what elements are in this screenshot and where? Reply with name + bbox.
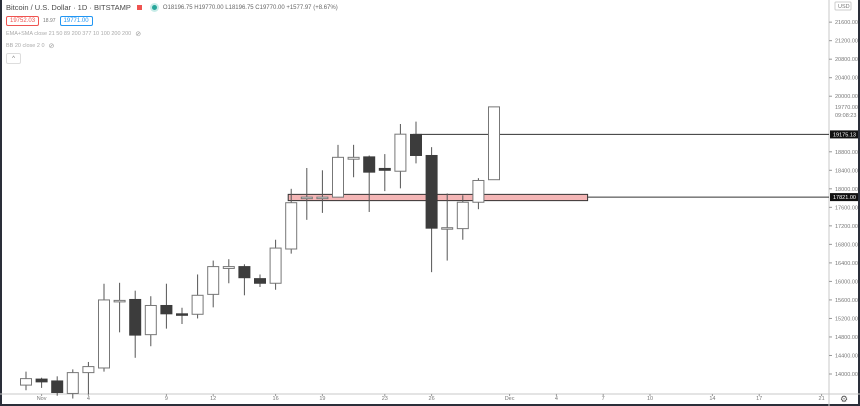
candle[interactable]	[378, 167, 391, 171]
candle[interactable]	[394, 133, 407, 172]
candle[interactable]	[176, 313, 188, 316]
candle[interactable]	[332, 156, 344, 198]
price-label: 15600.00	[835, 298, 858, 304]
time-label: 14	[709, 396, 715, 402]
time-label: Nov	[37, 396, 47, 402]
time-label: 16	[273, 396, 279, 402]
candle[interactable]	[238, 266, 251, 279]
candle[interactable]	[254, 278, 266, 284]
price-tag: 19175.13	[833, 132, 856, 138]
current-price-label: 19770.00	[835, 105, 858, 111]
candle[interactable]	[66, 372, 79, 394]
candle[interactable]	[300, 196, 313, 200]
time-label: 7	[602, 396, 605, 402]
candle[interactable]	[425, 154, 438, 229]
time-label: 21	[819, 396, 825, 402]
flag-icon[interactable]	[136, 5, 142, 10]
candle[interactable]	[269, 247, 282, 284]
price-label: 18800.00	[835, 150, 858, 156]
price-label: 17200.00	[835, 224, 858, 230]
price-label: 20000.00	[835, 94, 858, 100]
market-status-icon	[151, 5, 157, 10]
time-label: 10	[647, 396, 653, 402]
candle[interactable]	[347, 156, 360, 160]
candle[interactable]	[222, 266, 235, 269]
chevron-up-icon: ^	[12, 55, 15, 62]
candle[interactable]	[316, 196, 329, 200]
candle[interactable]	[144, 304, 157, 336]
time-label: 4	[87, 396, 90, 402]
candle[interactable]	[207, 266, 220, 295]
price-label: 16000.00	[835, 279, 858, 285]
candle[interactable]	[363, 156, 376, 173]
gear-icon[interactable]: ⚙	[840, 394, 848, 404]
currency-box[interactable]	[834, 1, 852, 11]
indicator-bb[interactable]: BB 20 close 2 0 ⊘	[6, 43, 55, 50]
candle[interactable]	[472, 179, 485, 203]
candle[interactable]	[488, 106, 500, 181]
candle[interactable]	[51, 380, 64, 394]
symbol-title[interactable]: Bitcoin / U.S. Dollar · 1D · BITSTAMP	[6, 3, 131, 12]
price-label: 20400.00	[835, 76, 858, 82]
time-label: 23	[382, 396, 388, 402]
price-label: 15200.00	[835, 316, 858, 322]
price-label: 14800.00	[835, 335, 858, 341]
time-label: 26	[429, 396, 435, 402]
price-label: 21600.00	[835, 20, 858, 26]
candle[interactable]	[456, 201, 469, 230]
candle[interactable]	[160, 304, 173, 315]
price-label: 16400.00	[835, 261, 858, 267]
price-label: 14400.00	[835, 353, 858, 359]
price-label: 17600.00	[835, 205, 858, 211]
candle[interactable]	[20, 378, 32, 386]
price-tag-bg	[830, 193, 858, 202]
candle[interactable]	[441, 227, 454, 230]
ohlc-values: O18196.75 H19770.00 L18196.75 C19770.00 …	[162, 4, 338, 11]
price-label: 16800.00	[835, 242, 858, 248]
eye-hidden-icon[interactable]: ⊘	[135, 31, 142, 38]
candle[interactable]	[191, 294, 204, 315]
buy-button[interactable]: 19771.00	[59, 16, 93, 26]
indicator-ema-sma[interactable]: EMA+SMA close 21 50 89 200 377 10 100 20…	[6, 31, 142, 38]
time-label: 4	[555, 396, 558, 402]
time-label: 19	[319, 396, 325, 402]
price-label: 21200.00	[835, 39, 858, 45]
candle[interactable]	[113, 299, 126, 303]
candle[interactable]	[98, 299, 110, 369]
eye-hidden-icon[interactable]: ⊘	[48, 43, 55, 50]
currency-label: USD	[838, 4, 850, 10]
collapse-legend-button[interactable]: ^	[6, 53, 21, 64]
price-tag: 17821.00	[833, 195, 856, 201]
price-label: 14000.00	[835, 372, 858, 378]
time-label: 17	[756, 396, 762, 402]
price-tag-bg	[830, 130, 858, 139]
sell-button[interactable]: 19752.03	[6, 16, 40, 26]
countdown-label: 09:08:23	[835, 113, 856, 119]
time-label: Dec	[505, 396, 515, 402]
time-label: 9	[165, 396, 168, 402]
candle[interactable]	[82, 366, 95, 374]
price-label: 18400.00	[835, 168, 858, 174]
candle[interactable]	[410, 133, 422, 156]
chart-legend: Bitcoin / U.S. Dollar · 1D · BITSTAMP O1…	[6, 3, 338, 64]
candle[interactable]	[129, 298, 142, 336]
price-label: 18000.00	[835, 187, 858, 193]
time-label: 12	[210, 396, 216, 402]
candle[interactable]	[285, 202, 298, 250]
candle[interactable]	[35, 378, 48, 383]
spread-value: 18.97	[43, 18, 56, 24]
price-label: 20800.00	[835, 57, 858, 63]
